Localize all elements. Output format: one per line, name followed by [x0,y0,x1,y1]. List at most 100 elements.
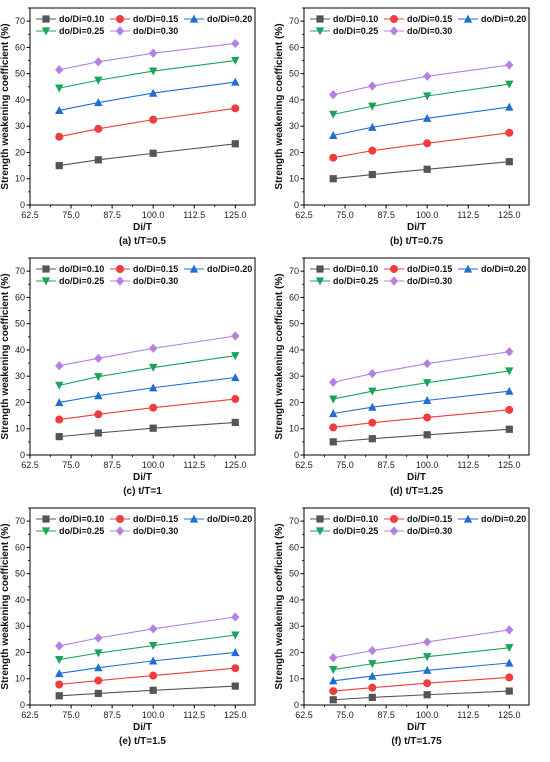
legend-item: do/Di=0.10 [310,14,378,24]
y-tick-label: 10 [289,424,299,434]
series-line [333,690,510,701]
plot-frame [29,257,256,456]
y-tick-label: 40 [15,345,25,355]
data-point [94,633,103,643]
legend-label: do/Di=0.15 [133,14,178,24]
legend-item: do/Di=0.15 [110,264,178,274]
legend-label: do/Di=0.30 [133,276,178,286]
legend-marker [316,515,324,523]
y-tick-label: 20 [289,647,299,657]
data-point [231,395,240,404]
data-point [231,56,240,65]
x-tick-label: 100.0 [142,210,165,220]
legend-item: do/Di=0.30 [110,526,178,536]
series-line [59,651,236,675]
y-tick-label: 70 [289,16,299,26]
panel-caption: (e) t/T=1.5 [119,736,166,747]
data-point [231,631,240,640]
legend-label: do/Di=0.30 [407,276,452,286]
legend-marker [463,264,473,273]
legend-label: do/Di=0.10 [59,264,104,274]
x-tick-label: 75.0 [336,460,354,470]
data-point [368,693,376,701]
legend-marker [42,265,50,273]
data-point [149,686,157,694]
series-line [59,398,236,421]
series-line [333,662,510,682]
y-tick-label: 70 [15,16,25,26]
series-line [333,390,510,415]
legend-item: do/Di=0.15 [384,14,452,24]
data-point [231,104,240,113]
data-point [422,637,432,647]
y-tick-label: 70 [289,266,299,276]
y-tick-label: 40 [289,345,299,355]
data-point [94,373,103,382]
data-point [231,418,239,427]
legend-item: do/Di=0.30 [110,26,178,36]
legend-item: do/Di=0.25 [310,276,378,286]
data-point [148,343,158,353]
legend-label: do/Di=0.10 [333,514,378,524]
legend-marker [390,265,398,273]
y-tick-label: 30 [15,621,25,631]
legend-label: do/Di=0.25 [59,276,104,286]
y-tick-label: 40 [289,95,299,105]
x-tick-label: 62.5 [295,710,313,720]
data-point [148,48,158,58]
y-tick-label: 0 [20,200,25,210]
y-tick-label: 30 [289,371,299,381]
series-5 [55,612,240,651]
legend-item: do/Di=0.20 [184,264,252,274]
series-2 [55,664,240,689]
data-point [148,383,158,392]
legend-label: do/Di=0.25 [333,26,378,36]
data-point [422,665,432,674]
legend-item: do/Di=0.25 [36,276,104,286]
legend-marker [115,276,125,286]
data-point [231,682,239,690]
chart-panel-1: 0 10 20 30 40 50 60 70 62.5 75.0 87.5 100.0 112.5 125… [0,7,256,247]
legend-item: do/Di=0.30 [384,26,452,36]
y-tick-label: 60 [289,542,299,552]
series-line [333,351,510,383]
y-tick-label: 0 [294,450,299,460]
series-line [59,421,236,438]
legend-marker [463,14,473,23]
series-4 [55,631,240,664]
x-tick-label: 75.0 [62,460,80,470]
data-point [368,122,377,131]
legend: do/Di=0.10 do/Di=0.15 do/Di=0.20 do/Di=0.25… [36,514,252,536]
data-point [231,648,240,657]
plot-frame [29,507,256,706]
plot-frame [303,257,530,456]
legend-item: do/Di=0.25 [310,26,378,36]
x-tick-label: 112.5 [183,460,205,470]
x-tick-label: 125.0 [498,710,521,720]
y-axis-label: Strength weakening coefficient (%) [274,23,285,189]
legend-label: do/Di=0.20 [481,264,526,274]
data-point [368,683,377,692]
legend-marker [189,264,199,273]
plot-frame [303,507,530,706]
x-axis-label: Di/T [133,472,152,483]
legend-item: do/Di=0.10 [36,514,104,524]
panel-caption: (b) t/T=0.75 [390,236,444,247]
x-axis-label: Di/T [133,222,152,233]
data-point [423,413,432,422]
data-point [94,676,103,685]
data-point [422,71,432,81]
data-point [368,660,377,669]
data-point [94,353,103,363]
legend: do/Di=0.10 do/Di=0.15 do/Di=0.20 do/Di=0.25… [310,14,526,36]
data-point [505,405,514,414]
data-point [94,57,103,67]
series-2 [55,104,240,141]
data-point [423,139,432,148]
y-tick-label: 70 [289,516,299,526]
data-point [505,80,514,89]
panel-caption: (d) t/T=1.25 [390,486,444,497]
x-tick-label: 112.5 [457,710,479,720]
series-5 [329,625,514,663]
